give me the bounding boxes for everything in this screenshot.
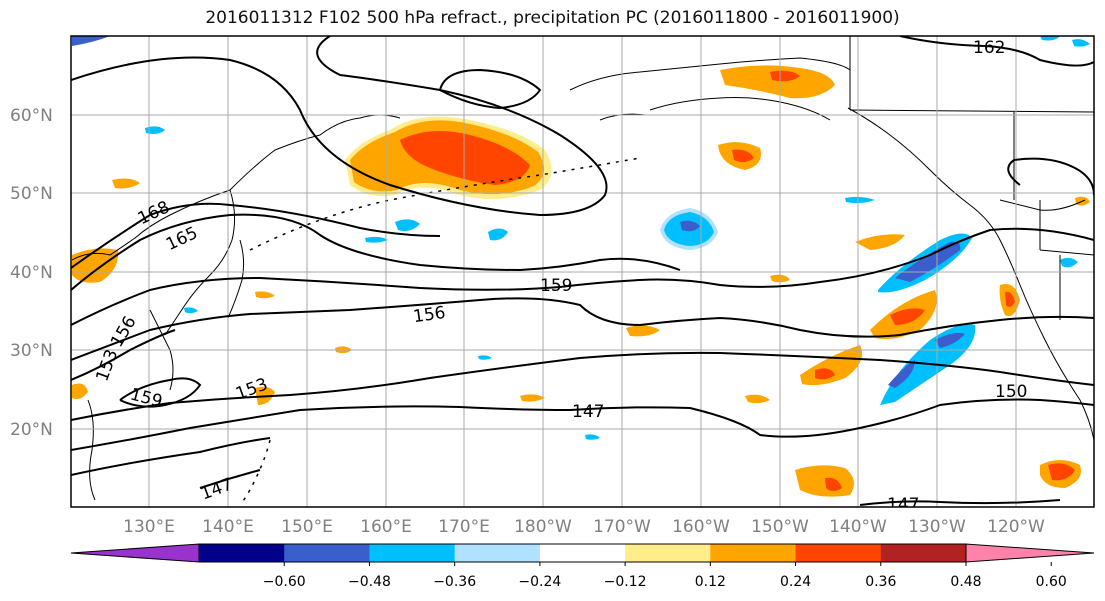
- colorbar-segment: [710, 544, 797, 562]
- contour-label: 162: [973, 38, 1005, 58]
- longitude-label: 170°W: [593, 517, 651, 537]
- colorbar-segment: [369, 544, 456, 562]
- latitude-label: 60°N: [10, 106, 53, 126]
- longitude-label: 120°W: [987, 517, 1045, 537]
- colorbar-segment: [880, 544, 967, 562]
- colorbar-tick-label: −0.24: [518, 574, 561, 590]
- dashed-line: [249, 157, 641, 251]
- graticule: [71, 36, 1094, 507]
- latitude-label: 30°N: [10, 341, 53, 361]
- longitude-label: 150°W: [751, 517, 809, 537]
- colorbar-tick-label: −0.12: [604, 574, 647, 590]
- colorbar-segment: [625, 544, 711, 562]
- longitude-labels: 130°E 140°E 150°E 160°E 170°E 180°W 170°W 160°W…: [123, 517, 1045, 537]
- longitude-label: 160°W: [672, 517, 730, 537]
- colorbar-extend-low: [70, 543, 200, 563]
- contour-label: 147: [887, 495, 919, 515]
- dashed-line-south: [239, 439, 271, 506]
- coastlines: [71, 57, 1094, 501]
- longitude-label: 130°W: [908, 517, 966, 537]
- colorbar-tick-label: 0.48: [950, 574, 981, 590]
- colorbar-segment: [199, 544, 285, 562]
- colorbar-segment: [795, 544, 882, 562]
- colorbar-tick-label: −0.60: [263, 574, 306, 590]
- longitude-label: 180°W: [514, 517, 572, 537]
- contour-label: 153: [92, 347, 122, 384]
- longitude-label: 170°E: [438, 517, 490, 537]
- colorbar-tick-label: 0.36: [865, 574, 896, 590]
- precip-positive-shading: [72, 65, 1090, 497]
- longitude-label: 150°E: [281, 517, 333, 537]
- contour-label: 147: [572, 402, 604, 422]
- colorbar-extend-high: [965, 543, 1095, 563]
- colorbar-tick-label: −0.36: [433, 574, 476, 590]
- latitude-label: 50°N: [10, 184, 53, 204]
- contour-label: 159: [540, 276, 572, 296]
- colorbar-tick-label: 0.24: [780, 574, 811, 590]
- refractivity-contours: [71, 36, 1094, 506]
- longitude-label: 140°E: [202, 517, 254, 537]
- contour-label: 147: [198, 475, 235, 505]
- latitude-labels: 60°N 50°N 40°N 30°N 20°N: [10, 106, 53, 440]
- colorbar-outline: [198, 543, 967, 563]
- latitude-label: 40°N: [10, 263, 53, 283]
- colorbar-ticks: −0.60 −0.48 −0.36 −0.24 −0.12 0.12 0.24 0.36 0.4…: [263, 562, 1067, 590]
- map-frame: [70, 35, 1095, 508]
- longitude-label: 160°E: [360, 517, 412, 537]
- longitude-label: 130°E: [123, 517, 175, 537]
- contour-label: 150: [995, 382, 1027, 402]
- contour-label: 156: [412, 303, 447, 327]
- colorbar-segment: [284, 544, 370, 562]
- longitude-label: 140°W: [829, 517, 887, 537]
- political-borders: [849, 36, 1094, 320]
- contour-labels: 162 168 165 159 156 156 153 159 153 147 …: [92, 38, 1027, 515]
- map-title: 2016011312 F102 500 hPa refract., precip…: [205, 8, 900, 28]
- colorbar-tick-label: −0.48: [348, 574, 391, 590]
- colorbar-tick-label: 0.60: [1036, 574, 1067, 590]
- colorbar-tick-label: 0.12: [695, 574, 726, 590]
- colorbar-segment: [539, 544, 626, 562]
- colorbar: [70, 543, 1095, 563]
- latitude-label: 20°N: [10, 420, 53, 440]
- colorbar-segment: [454, 544, 541, 562]
